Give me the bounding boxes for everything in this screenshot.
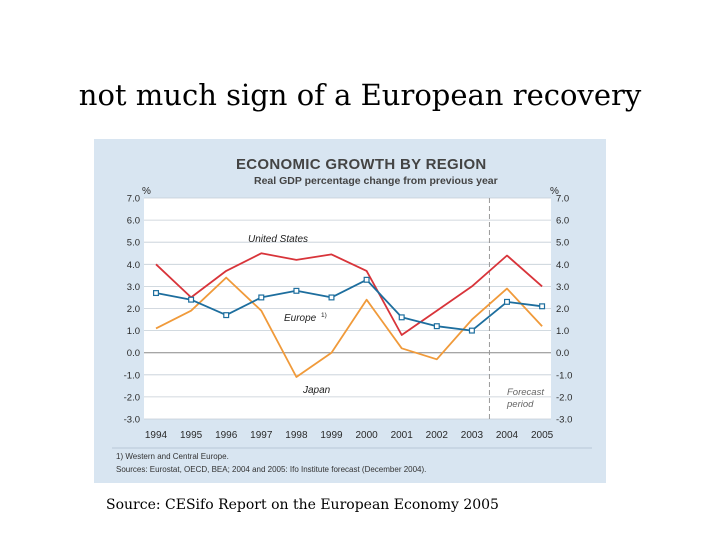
data-point (188, 296, 195, 303)
data-point (539, 303, 546, 310)
y-tick-label-left: 2.0 (127, 304, 140, 315)
y-tick-label-right: 2.0 (556, 304, 569, 315)
y-tick-label-right: 4.0 (556, 260, 569, 271)
data-point (363, 276, 370, 283)
x-tick-label: 2005 (531, 430, 554, 441)
data-point (433, 323, 440, 330)
x-tick-label: 2001 (391, 430, 414, 441)
x-tick-label: 2000 (355, 430, 378, 441)
series-label-japan: Japan (302, 385, 331, 396)
data-point (398, 314, 405, 321)
y-tick-label-left: -1.0 (124, 370, 140, 381)
y-tick-label-left: -3.0 (124, 415, 140, 426)
y-tick-label-right: 7.0 (556, 194, 569, 205)
x-tick-label: 1999 (320, 430, 343, 441)
series-label-us: United States (248, 234, 308, 245)
x-tick-label: 1998 (285, 430, 308, 441)
x-tick-label: 1997 (250, 430, 273, 441)
footnote: 1) Western and Central Europe. (116, 452, 229, 461)
x-tick-label: 1995 (180, 430, 203, 441)
slide-title: not much sign of a European recovery (78, 78, 642, 112)
y-tick-label-left: 6.0 (127, 216, 140, 227)
sources-note: Sources: Eurostat, OECD, BEA; 2004 and 2… (116, 465, 426, 474)
y-unit-right: % (550, 186, 559, 197)
data-point (328, 294, 335, 301)
y-tick-label-left: -2.0 (124, 392, 140, 403)
x-tick-label: 2004 (496, 430, 519, 441)
y-tick-label-right: -3.0 (556, 415, 572, 426)
data-point (293, 287, 300, 294)
x-tick-label: 1994 (145, 430, 168, 441)
data-point (258, 294, 265, 301)
data-point (152, 290, 159, 297)
series-line-japan (155, 276, 543, 378)
y-tick-label-right: 3.0 (556, 282, 569, 293)
y-tick-label-left: 0.0 (127, 348, 140, 359)
x-tick-label: 2003 (461, 430, 484, 441)
y-tick-label-right: 6.0 (556, 216, 569, 227)
chart-subtitle: Real GDP percentage change from previous… (254, 175, 498, 187)
y-tick-label-left: 1.0 (127, 326, 140, 337)
data-point (223, 312, 230, 319)
growth-chart: ECONOMIC GROWTH BY REGION Real GDP perce… (112, 156, 592, 474)
series-label-europe-note: 1) (321, 312, 327, 319)
data-point (504, 298, 511, 305)
y-tick-label-right: 5.0 (556, 238, 569, 249)
forecast-label-line1: Forecast (507, 387, 544, 398)
chart-title: ECONOMIC GROWTH BY REGION (236, 156, 487, 173)
y-tick-label-left: 5.0 (127, 238, 140, 249)
y-tick-label-left: 7.0 (127, 194, 140, 205)
data-point (468, 327, 475, 334)
y-tick-label-right: -2.0 (556, 392, 572, 403)
y-tick-label-right: 0.0 (556, 348, 569, 359)
x-tick-label: 2002 (426, 430, 449, 441)
y-tick-label-right: -1.0 (556, 370, 572, 381)
series-label-europe: Europe (284, 313, 317, 324)
series-line-europe (155, 278, 543, 332)
y-tick-label-left: 4.0 (127, 260, 140, 271)
series-line-united-states (155, 252, 543, 336)
source-caption: Source: CESifo Report on the European Ec… (106, 497, 499, 513)
y-tick-label-left: 3.0 (127, 282, 140, 293)
chart-panel: ECONOMIC GROWTH BY REGION Real GDP perce… (94, 139, 606, 483)
y-tick-label-right: 1.0 (556, 326, 569, 337)
forecast-label-line2: period (506, 399, 534, 410)
x-tick-label: 1996 (215, 430, 238, 441)
y-unit-left: % (142, 186, 151, 197)
